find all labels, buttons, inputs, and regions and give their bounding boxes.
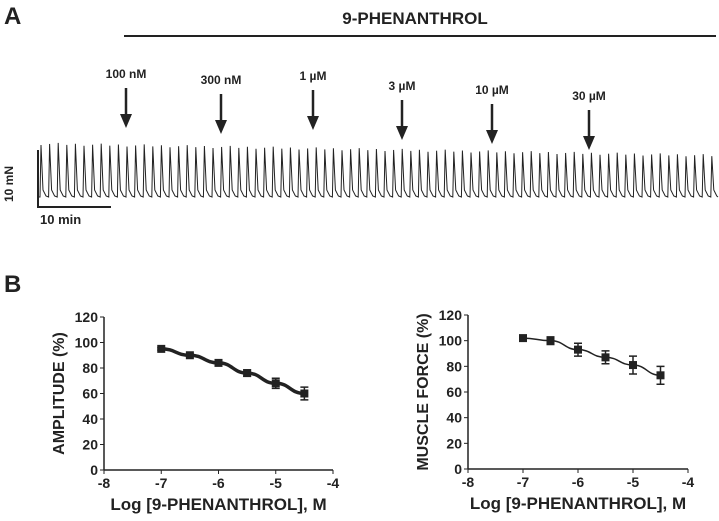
x-tick-label: -5 <box>627 474 640 490</box>
drug-label: 9-PHENANTHROL <box>342 9 487 28</box>
data-point <box>300 389 309 398</box>
concentration-label: 100 nM <box>106 67 147 81</box>
x-tick-label: -8 <box>98 475 111 491</box>
arrowhead-icon <box>215 120 227 134</box>
x-tick-label: -4 <box>682 474 695 490</box>
y-tick-label: 100 <box>439 333 463 349</box>
y-tick-label: 40 <box>82 411 98 427</box>
data-point <box>656 371 665 380</box>
y-tick-label: 0 <box>90 462 98 478</box>
time-scale-label: 10 min <box>40 212 81 227</box>
y-tick-label: 20 <box>82 437 98 453</box>
x-tick-label: -6 <box>212 475 225 491</box>
arrowhead-icon <box>307 116 319 130</box>
x-axis-label: Log [9-PHENANTHROL], M <box>110 495 326 514</box>
y-tick-label: 0 <box>454 461 462 477</box>
data-point <box>157 344 166 353</box>
y-tick-label: 60 <box>446 384 462 400</box>
concentration-label: 3 µM <box>389 79 416 93</box>
panel-b-label: B <box>4 271 21 298</box>
data-point <box>574 345 582 354</box>
x-tick-label: -7 <box>517 474 530 490</box>
arrowhead-icon <box>120 114 132 128</box>
concentration-label: 30 µM <box>572 89 606 103</box>
data-point <box>214 358 223 367</box>
arrowhead-icon <box>583 136 595 150</box>
data-point <box>601 353 610 362</box>
contraction-trace <box>38 142 719 198</box>
y-tick-label: 120 <box>439 307 463 323</box>
muscle-force-chart: 0 20 40 60 80 100 120 -8 -7 -6 -5 -4 Log [9-PHENANTH… <box>415 307 694 513</box>
data-point <box>243 369 252 378</box>
y-axis-label: MUSCLE FORCE (%) <box>415 313 432 470</box>
x-tick-label: -6 <box>572 474 585 490</box>
arrowhead-icon <box>396 126 408 140</box>
y-tick-label: 20 <box>446 435 462 451</box>
data-point <box>519 334 527 343</box>
x-tick-label: -4 <box>327 475 340 491</box>
data-point <box>271 379 280 388</box>
y-tick-label: 80 <box>82 360 98 376</box>
force-scale-label: 10 mN <box>2 166 16 202</box>
data-point <box>546 336 555 345</box>
y-axis-label: AMPLITUDE (%) <box>51 332 68 455</box>
fit-curve <box>161 347 305 396</box>
concentration-label: 10 µM <box>475 83 509 97</box>
y-tick-label: 40 <box>446 410 462 426</box>
y-tick-label: 60 <box>82 386 98 402</box>
y-tick-label: 80 <box>446 358 462 374</box>
x-tick-label: -8 <box>462 474 475 490</box>
fit-curve <box>522 337 661 377</box>
concentration-label: 300 nM <box>201 73 242 87</box>
data-point <box>185 351 194 360</box>
panel-a-label: A <box>4 3 21 30</box>
arrowhead-icon <box>486 130 498 144</box>
y-tick-label: 100 <box>75 335 99 351</box>
x-tick-label: -5 <box>270 475 283 491</box>
x-axis-label: Log [9-PHENANTHROL], M <box>470 494 686 513</box>
data-point <box>629 361 637 370</box>
x-tick-label: -7 <box>155 475 168 491</box>
concentration-label: 1 µM <box>300 69 327 83</box>
y-tick-label: 120 <box>75 309 99 325</box>
